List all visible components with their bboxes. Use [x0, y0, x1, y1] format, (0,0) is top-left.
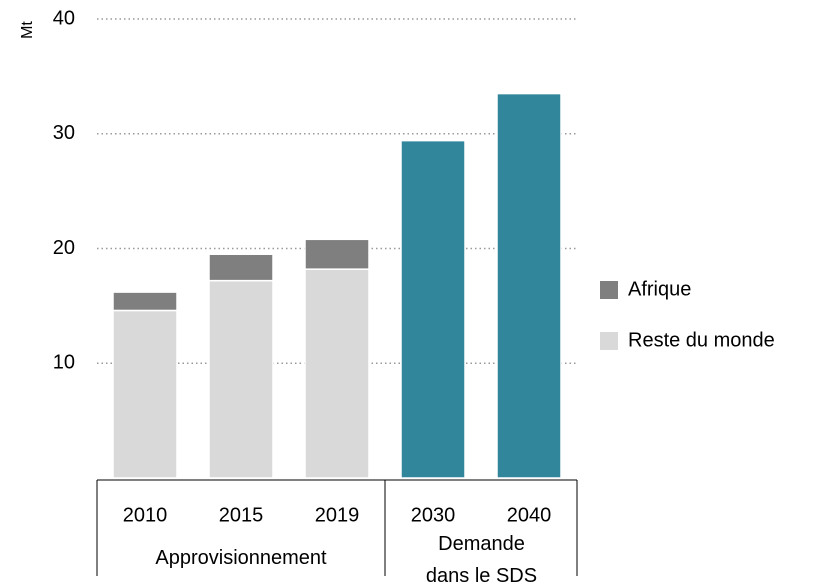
bar: [496, 92, 562, 479]
legend-label: Reste du monde: [628, 329, 775, 351]
group-label: Approvisionnement: [155, 547, 327, 569]
y-tick-label: 20: [53, 237, 75, 259]
bar: [400, 139, 466, 479]
x-tick-label: 2040: [507, 504, 552, 526]
x-tick-label: 2019: [315, 504, 360, 526]
bar: [208, 279, 274, 479]
bar: [304, 238, 370, 270]
bar: [304, 268, 370, 479]
group-label: Demande dans le SDS: [425, 533, 538, 587]
x-tick-label: 2015: [219, 504, 264, 526]
bar: [112, 291, 178, 312]
x-tick-label: 2030: [411, 504, 456, 526]
bar: [208, 253, 274, 282]
y-tick-label: 30: [53, 122, 75, 144]
y-tick-label: 40: [53, 7, 75, 29]
y-axis-label: Mt: [19, 21, 36, 39]
bar: [112, 309, 178, 479]
legend-swatch: [600, 281, 618, 299]
legend-swatch: [600, 332, 618, 350]
legend-label: Afrique: [628, 278, 691, 300]
x-tick-label: 2010: [123, 504, 168, 526]
y-tick-label: 10: [53, 352, 75, 374]
